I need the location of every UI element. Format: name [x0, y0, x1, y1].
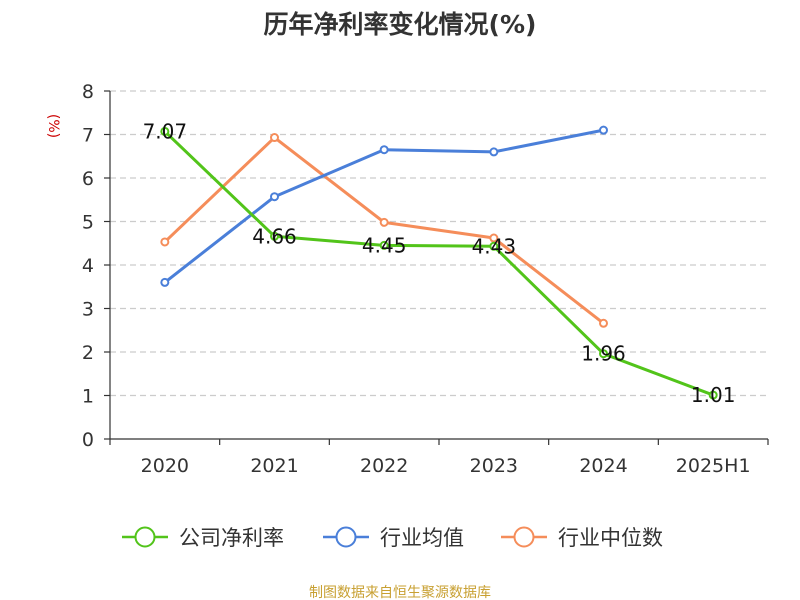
data-point	[379, 145, 389, 155]
legend-marker	[335, 526, 357, 548]
y-tick-label: 0	[82, 429, 94, 451]
legend: 公司净利率 行业均值 行业中位数	[122, 526, 663, 550]
source-note: 制图数据来自恒生聚源数据库	[309, 585, 491, 600]
y-tick-label: 8	[82, 81, 94, 103]
y-tick-label: 7	[82, 125, 94, 147]
y-tick-label: 1	[82, 386, 94, 408]
data-label: 1.96	[581, 342, 626, 366]
data-point	[599, 318, 608, 328]
data-point	[270, 192, 279, 202]
gridlines	[110, 90, 768, 397]
data-point	[489, 147, 499, 157]
data-point	[270, 133, 279, 143]
y-tick-label: 5	[82, 212, 94, 234]
data-point	[379, 240, 389, 250]
y-tick-label: 2	[82, 342, 94, 364]
data-point	[489, 233, 499, 243]
data-label: 4.43	[472, 234, 517, 258]
y-tick-label: 6	[82, 168, 94, 190]
chart-title: 历年净利率变化情况(%)	[264, 10, 537, 39]
data-point	[160, 126, 170, 136]
data-point	[160, 237, 170, 247]
x-tick-label: 2022	[360, 455, 408, 477]
x-tick-label: 2023	[470, 455, 518, 477]
data-point	[379, 217, 389, 227]
legend-marker	[134, 526, 156, 548]
data-point	[599, 125, 608, 135]
y-tick-label: 4	[82, 255, 94, 277]
x-tick-label: 2021	[250, 455, 298, 477]
legend-item-label: 行业中位数	[558, 526, 663, 550]
data-label: 4.66	[252, 224, 297, 248]
x-tick-label: 2020	[141, 455, 189, 477]
data-point	[599, 349, 608, 359]
axes: 0 1 2 3 4 5 6 7 8 2020 2021 2022 2023 2024 2025H1	[82, 81, 769, 477]
legend-item-label: 公司净利率	[179, 526, 284, 550]
legend-marker	[513, 526, 535, 548]
data-point	[160, 277, 170, 287]
data-labels: 7.07 4.66 4.45 4.43 1.96 1.01	[143, 119, 736, 407]
series-lines	[160, 125, 718, 400]
data-point	[270, 231, 279, 241]
data-point	[489, 241, 499, 251]
x-tick-label: 2024	[579, 455, 627, 477]
y-axis-unit: (%)	[45, 114, 61, 138]
data-label: 1.01	[691, 383, 736, 407]
data-point	[708, 390, 718, 400]
data-label: 4.45	[362, 233, 407, 257]
data-label: 7.07	[143, 119, 188, 143]
legend-item-label: 行业均值	[380, 526, 464, 550]
x-tick-label: 2025H1	[676, 455, 751, 477]
y-tick-label: 3	[82, 299, 94, 321]
series-line	[163, 130, 714, 397]
